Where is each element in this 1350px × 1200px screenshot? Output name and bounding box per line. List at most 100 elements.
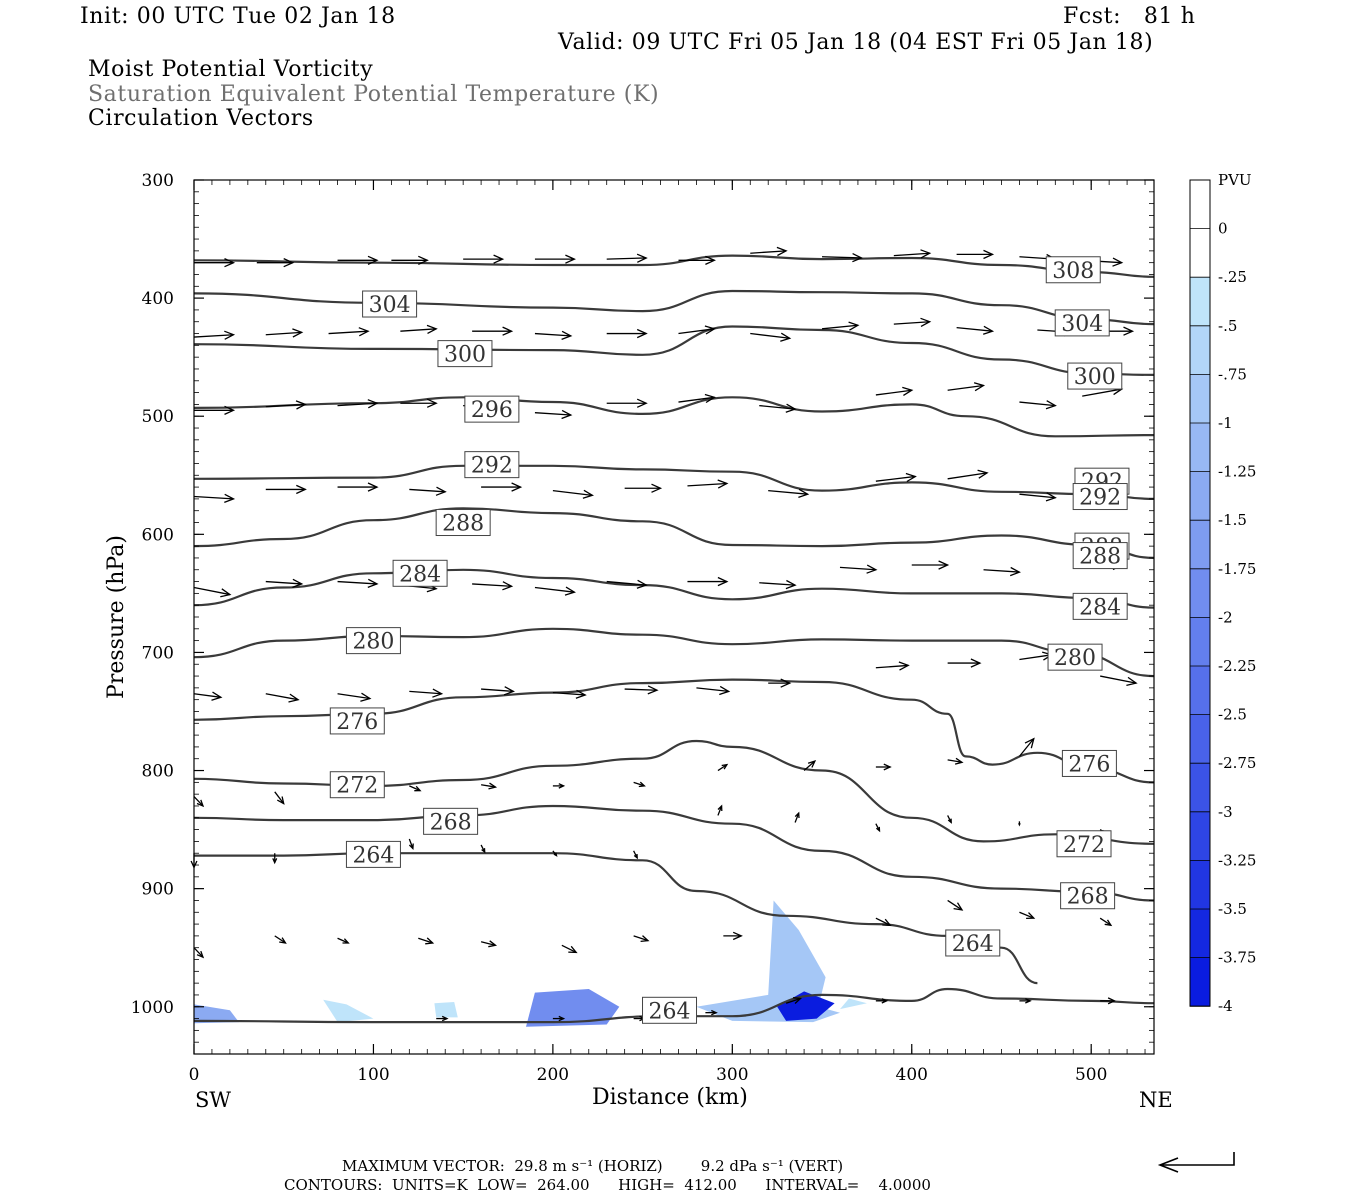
colorbar-cell — [1190, 325, 1210, 375]
y-axis-title: Pressure (hPa) — [104, 535, 129, 699]
colorbar-label: -3.25 — [1218, 851, 1256, 869]
vector-head — [633, 853, 638, 860]
contour-label-box — [1072, 592, 1128, 620]
init-time: Init: 00 UTC Tue 02 Jan 18 — [80, 4, 396, 29]
vector-head — [776, 246, 788, 257]
y-tick-label: 900 — [142, 880, 174, 900]
vector-head — [488, 782, 498, 790]
vector-shaft — [552, 489, 593, 496]
vector-shaft — [1100, 675, 1137, 684]
vector-head — [211, 691, 223, 701]
contour-label-box — [1047, 643, 1103, 671]
vector-head — [1107, 997, 1117, 1005]
vector-shaft — [606, 257, 647, 260]
y-tick-label: 500 — [142, 407, 174, 427]
contour-label: 296 — [471, 398, 513, 423]
colorbar-cell — [1190, 568, 1210, 618]
x-tick-label: 100 — [357, 1065, 389, 1085]
vector-shaft — [481, 688, 514, 693]
vector-head — [568, 945, 578, 954]
contour-label-box — [435, 509, 491, 537]
contour-label: 304 — [369, 293, 411, 318]
vector-head — [358, 327, 370, 337]
contour-label-box — [345, 840, 401, 868]
vector-head — [638, 781, 646, 788]
vector-shaft — [265, 693, 299, 701]
contour-label-box — [329, 771, 385, 799]
contour-label: 268 — [430, 810, 472, 835]
vector-head — [973, 382, 986, 392]
colorbar-cell — [1190, 617, 1210, 666]
vector-head — [794, 811, 800, 819]
vector-shaft — [409, 785, 421, 792]
contour-300-2 — [193, 325, 1155, 376]
colorbar-label: -4 — [1218, 997, 1233, 1015]
vector-shaft — [1099, 917, 1112, 926]
vector-shaft — [717, 764, 728, 772]
pv-region-2 — [434, 1002, 458, 1018]
contour-label-box — [437, 340, 493, 368]
vector-head — [938, 560, 950, 570]
colorbar: 0 -.25 -.5 -.75 -1 -1.25 -1.5 -1.75 -2 -2.25 -2.5 -… — [1189, 171, 1256, 1015]
vector-head — [719, 685, 731, 696]
vector-head — [798, 488, 810, 499]
vector-head — [982, 325, 995, 335]
vector-head — [636, 253, 648, 263]
vector-shaft — [534, 412, 571, 416]
vector-head — [881, 998, 889, 1004]
contour-264-11 — [194, 852, 1038, 985]
y-tick-label: 700 — [142, 643, 174, 663]
contour-label-box — [464, 395, 520, 423]
vector-shaft — [552, 691, 586, 696]
vector-head — [1045, 400, 1057, 410]
vector-head — [636, 328, 648, 339]
vector-head — [1123, 326, 1135, 336]
vector-shaft — [1018, 738, 1035, 757]
vector-shaft — [265, 331, 302, 336]
vector-head — [558, 783, 566, 789]
vector-head — [224, 405, 236, 415]
theta-contours — [193, 254, 1155, 1024]
vector-shaft — [624, 688, 657, 691]
vector-head — [977, 469, 989, 479]
colorbar-cell — [1190, 811, 1210, 861]
vector-shaft — [193, 586, 231, 596]
contour-label-box — [423, 807, 479, 835]
vector-head — [704, 393, 716, 404]
y-tick-label: 600 — [142, 525, 174, 545]
vector-shaft — [534, 332, 571, 337]
vector-head — [1026, 912, 1036, 920]
colorbar-cell — [1190, 180, 1210, 229]
vector-head — [367, 578, 379, 589]
contour-292-4 — [193, 464, 1155, 500]
vector-head — [360, 692, 372, 702]
vector-shaft — [875, 389, 912, 396]
contour-label: 300 — [444, 343, 486, 368]
vector-head — [367, 255, 379, 265]
vector-shaft — [750, 250, 787, 254]
vector-head — [717, 576, 729, 587]
vector-head — [493, 254, 505, 264]
contour-308-0 — [193, 254, 1155, 278]
vector-shaft — [274, 935, 286, 944]
colorbar-label: -3.75 — [1218, 949, 1256, 967]
y-tick-label: 1000 — [131, 998, 174, 1018]
vector-head — [488, 940, 498, 948]
colorbar-label: -2.25 — [1218, 657, 1256, 675]
vector-shaft — [1019, 911, 1035, 919]
colorbar-cell — [1190, 763, 1210, 812]
contour-label: 292 — [1079, 486, 1121, 511]
vector-head — [224, 330, 236, 340]
contour-note: CONTOURS: UNITS=K LOW= 264.00 HIGH= 412.… — [284, 1176, 931, 1194]
vector-head — [220, 588, 232, 598]
colorbar-label: -.5 — [1218, 317, 1237, 335]
vector-head — [1126, 676, 1138, 687]
vector-head — [224, 493, 236, 504]
vector-shaft — [418, 937, 433, 944]
vector-shaft — [717, 805, 723, 816]
colorbar-unit: PVU — [1218, 171, 1252, 189]
vector-head — [780, 678, 792, 688]
vector-head — [785, 579, 797, 590]
contour-label-box — [362, 290, 418, 318]
axes: 300 400 500 600 700 800 900 1000 0 100 200 300 400 50… — [131, 171, 1154, 1085]
